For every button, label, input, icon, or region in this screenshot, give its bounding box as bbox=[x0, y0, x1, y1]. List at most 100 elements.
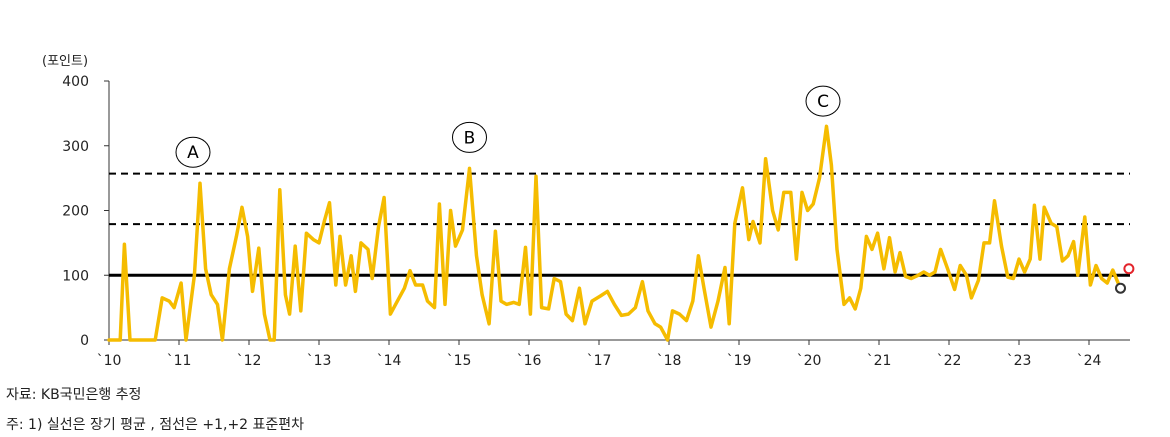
axis-layer: 0 100 200 300 400 `10 `11 `12 `13 `14 `15 `16 `17 `18… bbox=[62, 74, 1130, 369]
data-point bbox=[697, 255, 699, 257]
data-point bbox=[1029, 258, 1031, 260]
data-point bbox=[323, 219, 325, 221]
data-point bbox=[790, 191, 792, 193]
data-point bbox=[959, 264, 961, 266]
data-point bbox=[1077, 274, 1079, 276]
annotation-label: C bbox=[817, 92, 829, 112]
annotation-label: B bbox=[464, 128, 476, 148]
data-point bbox=[221, 339, 223, 341]
data-point bbox=[591, 300, 593, 302]
data-point bbox=[273, 339, 275, 341]
data-point bbox=[505, 303, 507, 305]
data-point bbox=[692, 300, 694, 302]
data-point bbox=[535, 175, 537, 177]
series-layer bbox=[107, 124, 1135, 342]
data-point bbox=[871, 248, 873, 250]
data-point bbox=[1023, 271, 1025, 273]
data-point bbox=[360, 242, 362, 244]
y-tick-label: 400 bbox=[62, 74, 89, 90]
data-point bbox=[830, 164, 832, 166]
data-point bbox=[168, 300, 170, 302]
data-point bbox=[1112, 269, 1114, 271]
data-point bbox=[438, 203, 440, 205]
data-point bbox=[801, 191, 803, 193]
data-point bbox=[335, 284, 337, 286]
data-point bbox=[728, 323, 730, 325]
data-point bbox=[354, 290, 356, 292]
data-point bbox=[204, 268, 206, 270]
x-tick-label: `19 bbox=[727, 353, 752, 369]
annotation-b: B bbox=[452, 121, 487, 153]
x-tick-label: `18 bbox=[657, 353, 682, 369]
data-point bbox=[524, 246, 526, 248]
data-point bbox=[983, 242, 985, 244]
data-point bbox=[481, 293, 483, 295]
data-point bbox=[777, 229, 779, 231]
data-point bbox=[383, 196, 385, 198]
data-point bbox=[559, 281, 561, 283]
data-point bbox=[294, 245, 296, 247]
data-point bbox=[540, 306, 542, 308]
data-point bbox=[1056, 225, 1058, 227]
annotation-c: C bbox=[805, 85, 841, 117]
data-point bbox=[1018, 258, 1020, 260]
data-point bbox=[854, 308, 856, 310]
data-point bbox=[1072, 240, 1074, 242]
data-point bbox=[421, 284, 423, 286]
data-point bbox=[154, 339, 156, 341]
data-point bbox=[300, 310, 302, 312]
data-point bbox=[988, 242, 990, 244]
data-point bbox=[344, 284, 346, 286]
data-point bbox=[565, 313, 567, 315]
data-point bbox=[1039, 258, 1041, 260]
data-point bbox=[917, 274, 919, 276]
data-point bbox=[426, 300, 428, 302]
data-point bbox=[389, 313, 391, 315]
reference-lines bbox=[109, 172, 1130, 277]
data-point bbox=[860, 287, 862, 289]
x-tick-label: `24 bbox=[1077, 353, 1102, 369]
data-point bbox=[703, 287, 705, 289]
data-point bbox=[836, 248, 838, 250]
data-point bbox=[119, 339, 121, 341]
data-point bbox=[806, 209, 808, 211]
data-point bbox=[1106, 282, 1108, 284]
data-point bbox=[279, 189, 281, 191]
x-tick-label: `17 bbox=[587, 353, 612, 369]
data-point bbox=[433, 306, 435, 308]
data-point bbox=[241, 206, 243, 208]
annotation-circle bbox=[175, 136, 211, 168]
data-point bbox=[396, 300, 398, 302]
data-point bbox=[584, 323, 586, 325]
data-point bbox=[1012, 277, 1014, 279]
data-point bbox=[888, 236, 890, 238]
data-point bbox=[500, 300, 502, 302]
end-marker bbox=[1123, 263, 1135, 275]
data-point bbox=[1084, 216, 1086, 218]
chart: 0 100 200 300 400 `10 `11 `12 `13 `14 `15 `16 `17 `18… bbox=[62, 74, 1135, 369]
data-point bbox=[627, 313, 629, 315]
data-point bbox=[461, 229, 463, 231]
data-point bbox=[752, 220, 754, 222]
data-point bbox=[654, 323, 656, 325]
data-point bbox=[454, 245, 456, 247]
x-tick-label: `23 bbox=[1007, 353, 1032, 369]
data-point bbox=[367, 248, 369, 250]
data-point bbox=[1100, 277, 1102, 279]
data-point bbox=[934, 271, 936, 273]
data-point bbox=[685, 319, 687, 321]
data-point bbox=[444, 303, 446, 305]
data-point bbox=[403, 287, 405, 289]
data-point bbox=[339, 235, 341, 237]
data-point bbox=[529, 313, 531, 315]
data-point bbox=[825, 125, 827, 127]
data-point bbox=[734, 222, 736, 224]
data-point bbox=[865, 235, 867, 237]
data-point bbox=[547, 308, 549, 310]
data-point bbox=[328, 202, 330, 204]
data-point bbox=[571, 319, 573, 321]
data-point bbox=[977, 279, 979, 281]
data-point bbox=[129, 339, 131, 341]
data-point bbox=[263, 313, 265, 315]
y-tick-label: 100 bbox=[62, 268, 89, 284]
